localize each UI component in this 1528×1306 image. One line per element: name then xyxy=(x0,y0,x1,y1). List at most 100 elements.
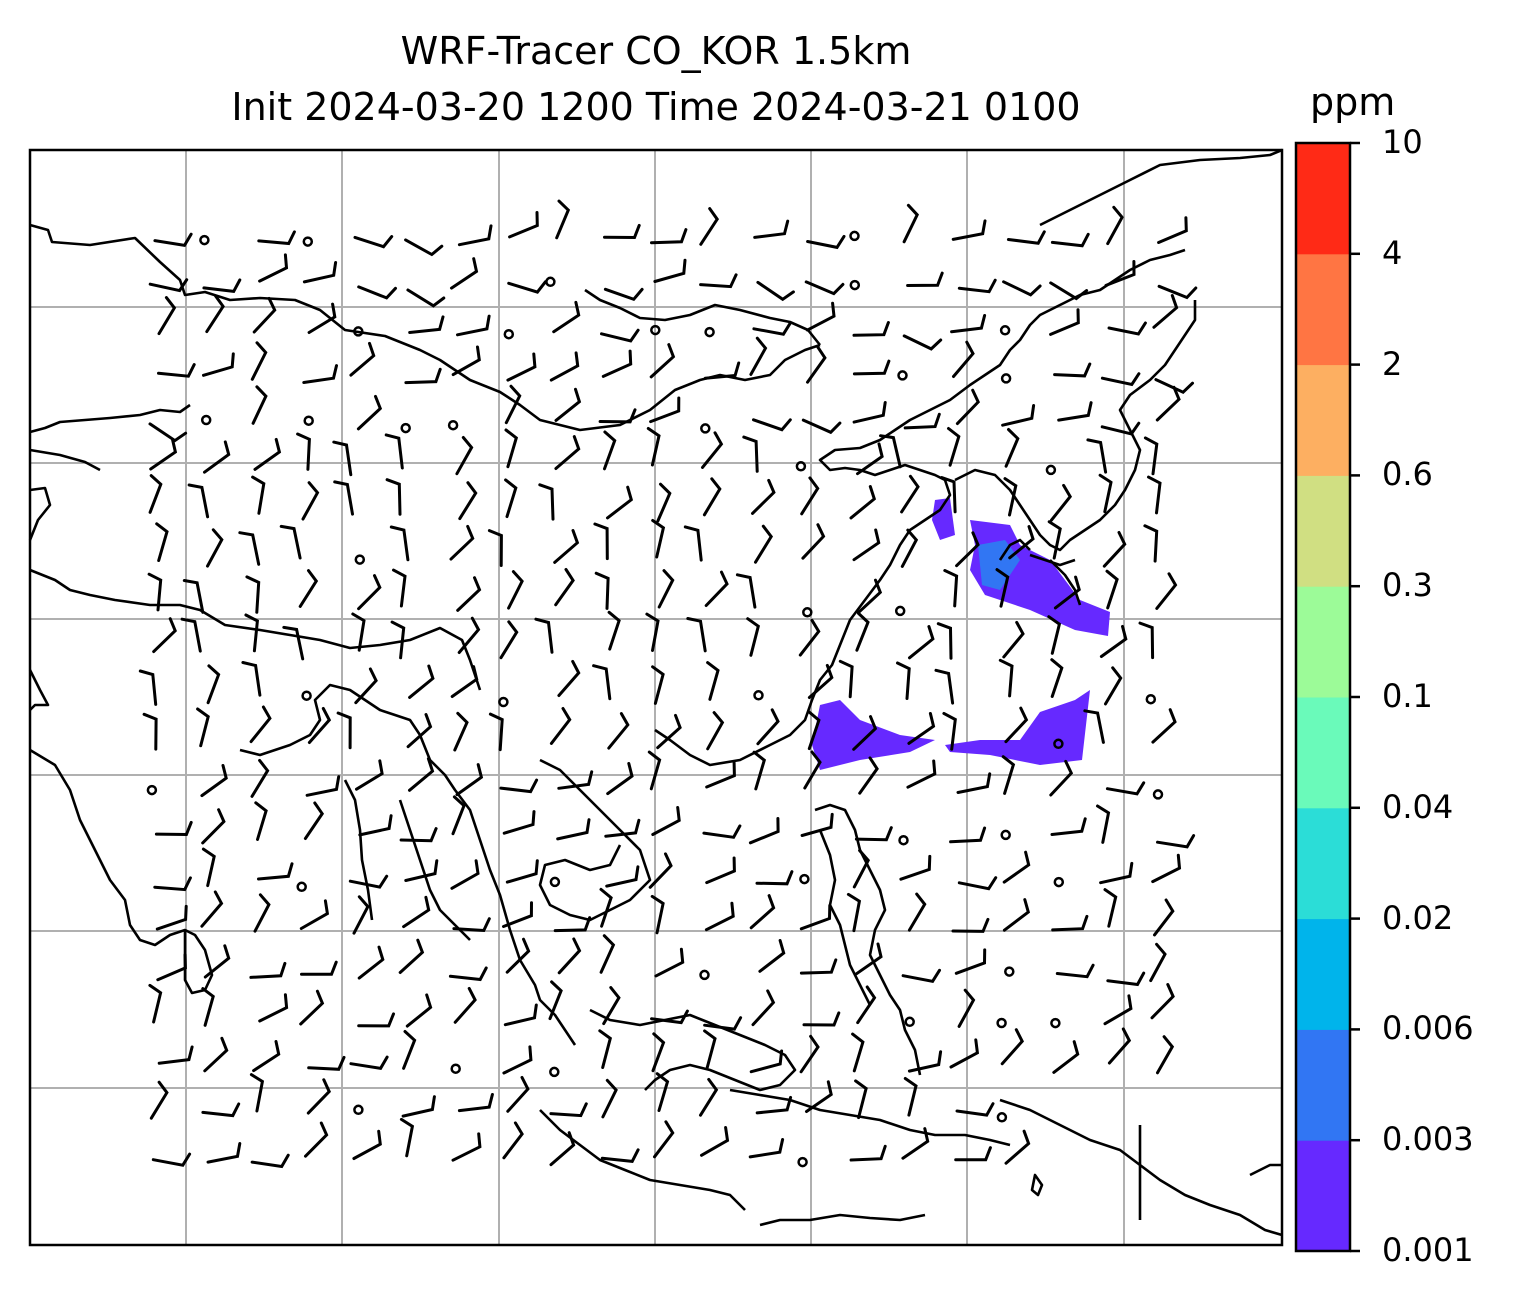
calm-wind-marker xyxy=(549,1066,560,1078)
wind-barb xyxy=(487,529,503,567)
wind-barb xyxy=(1107,321,1147,336)
calm-wind-marker xyxy=(1045,464,1057,476)
wind-barb xyxy=(450,257,479,290)
wind-barb xyxy=(801,523,826,560)
wind-barb xyxy=(1156,1035,1175,1075)
wind-barb xyxy=(149,437,178,471)
wind-barb xyxy=(907,712,936,745)
wind-barb xyxy=(201,987,215,1027)
wind-barb xyxy=(458,481,478,521)
calm-wind-marker xyxy=(753,690,764,701)
wind-barb xyxy=(556,818,591,841)
wind-barb xyxy=(606,485,634,520)
calm-wind-marker xyxy=(1053,738,1064,750)
wind-barb xyxy=(155,904,188,931)
wind-barb xyxy=(902,203,919,244)
wind-barb xyxy=(852,321,890,337)
calm-wind-marker xyxy=(447,419,459,431)
wind-barb xyxy=(896,661,911,700)
wind-barb xyxy=(389,525,410,562)
wind-barb xyxy=(1154,378,1194,394)
wind-barb xyxy=(754,524,774,564)
wind-barb xyxy=(451,795,466,836)
calm-wind-marker xyxy=(1152,789,1164,800)
wind-barb xyxy=(650,1009,689,1025)
wind-barb xyxy=(957,278,997,294)
wind-barb xyxy=(554,568,575,607)
calm-wind-marker xyxy=(849,230,860,242)
wind-barb xyxy=(849,1144,887,1162)
wind-barb xyxy=(138,669,158,706)
wind-barb xyxy=(705,761,736,789)
wind-barb xyxy=(238,531,261,566)
calm-wind-marker xyxy=(549,876,561,888)
wind-barb xyxy=(249,1073,265,1113)
wind-barb xyxy=(257,862,294,881)
wind-barb xyxy=(703,1029,717,1070)
wind-barb xyxy=(704,570,729,607)
calm-wind-marker xyxy=(849,279,861,291)
wind-barb xyxy=(1049,759,1074,797)
wind-barb xyxy=(755,870,794,886)
wind-barb xyxy=(1155,385,1181,422)
wind-barb xyxy=(157,363,196,378)
wind-barb xyxy=(995,568,1010,608)
wind-barb xyxy=(1001,755,1016,795)
colorbar-tick-label: 0.006 xyxy=(1382,1009,1474,1048)
wind-barb xyxy=(301,481,320,521)
wind-barb xyxy=(649,343,676,379)
wind-barb xyxy=(1055,963,1095,979)
wind-barb xyxy=(455,436,474,476)
wind-barb xyxy=(748,1138,785,1159)
wind-barb xyxy=(646,427,661,467)
wind-barb xyxy=(749,336,768,376)
wind-barb xyxy=(282,625,305,661)
wind-barb xyxy=(404,367,442,385)
wind-barb xyxy=(651,665,665,705)
wind-barb xyxy=(699,273,738,289)
wind-barb xyxy=(1105,569,1119,610)
wind-barb xyxy=(449,524,475,561)
wind-barb xyxy=(598,1029,613,1069)
wind-barb xyxy=(903,412,941,430)
calm-wind-marker xyxy=(354,554,366,565)
wind-barb xyxy=(601,349,633,378)
wind-barb xyxy=(187,483,210,519)
wind-barb xyxy=(702,824,742,839)
wind-barb xyxy=(603,430,617,471)
wind-barb xyxy=(1102,531,1127,568)
wind-barb xyxy=(654,947,685,978)
colorbar-tick-label: 0.04 xyxy=(1382,787,1454,826)
wind-barb xyxy=(507,280,547,294)
wind-barb xyxy=(1152,294,1179,329)
wind-barb xyxy=(903,1077,918,1117)
wind-barb xyxy=(706,711,725,751)
wind-barb xyxy=(384,433,404,470)
wind-barb xyxy=(154,820,193,837)
wind-barb xyxy=(148,474,163,514)
wind-barb xyxy=(402,895,431,929)
wind-barb xyxy=(699,1077,719,1117)
colorbar-segment xyxy=(1296,364,1350,476)
wind-barb xyxy=(1002,898,1031,932)
wind-barb xyxy=(1143,524,1159,563)
wind-barb xyxy=(1104,666,1123,706)
wind-barb xyxy=(408,757,435,792)
wind-barb xyxy=(735,573,757,609)
wind-barb xyxy=(182,579,205,614)
wind-barb xyxy=(900,474,920,514)
co-tracer-plume xyxy=(812,498,1110,770)
calm-wind-marker xyxy=(199,234,210,246)
wind-barb xyxy=(507,570,524,610)
wind-barb xyxy=(1003,477,1018,517)
calm-wind-marker xyxy=(503,328,515,340)
wind-barb xyxy=(450,665,479,698)
wind-barb xyxy=(600,328,640,343)
wind-barb xyxy=(554,387,582,422)
wind-barb xyxy=(354,667,378,705)
colorbar-segment xyxy=(1296,697,1350,809)
wind-barb xyxy=(257,230,296,246)
wind-barb xyxy=(245,575,261,614)
wind-barb xyxy=(752,418,792,432)
wind-barb xyxy=(157,1045,194,1065)
